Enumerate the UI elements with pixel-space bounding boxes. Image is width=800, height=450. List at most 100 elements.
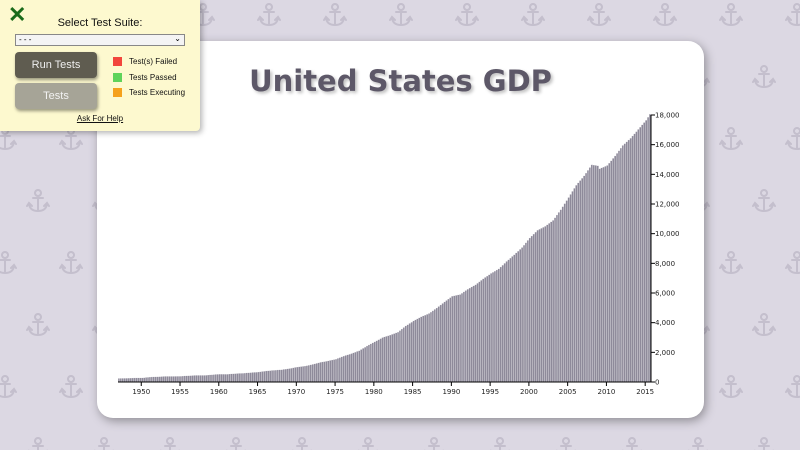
gdp-bar[interactable]: [600, 167, 603, 383]
gdp-bar[interactable]: [354, 351, 357, 383]
gdp-bar[interactable]: [226, 374, 229, 383]
gdp-bar[interactable]: [418, 317, 421, 383]
gdp-bar[interactable]: [641, 124, 644, 383]
gdp-bar[interactable]: [232, 373, 235, 383]
gdp-bar[interactable]: [121, 378, 124, 383]
gdp-bar[interactable]: [447, 298, 450, 383]
gdp-bar[interactable]: [207, 374, 210, 383]
gdp-bar[interactable]: [398, 330, 402, 383]
gdp-bar[interactable]: [133, 377, 136, 383]
gdp-bar[interactable]: [495, 269, 499, 383]
gdp-bar[interactable]: [191, 375, 194, 383]
gdp-bar[interactable]: [586, 170, 590, 383]
gdp-bar[interactable]: [123, 378, 126, 383]
gdp-bar[interactable]: [482, 278, 485, 383]
gdp-bar[interactable]: [573, 188, 576, 383]
gdp-bar[interactable]: [577, 182, 580, 383]
gdp-bar[interactable]: [214, 374, 217, 383]
gdp-bar[interactable]: [433, 309, 436, 383]
gdp-bar[interactable]: [546, 224, 549, 383]
gdp-bar[interactable]: [416, 318, 419, 383]
gdp-bar[interactable]: [472, 285, 475, 383]
gdp-bar[interactable]: [251, 372, 254, 383]
gdp-bar[interactable]: [278, 369, 281, 383]
gdp-bar[interactable]: [393, 333, 396, 383]
gdp-bar[interactable]: [528, 237, 531, 383]
gdp-bar[interactable]: [292, 367, 295, 383]
gdp-bar[interactable]: [614, 155, 617, 383]
gdp-bar[interactable]: [160, 376, 163, 383]
gdp-bar[interactable]: [488, 274, 491, 383]
gdp-bar[interactable]: [602, 166, 605, 383]
gdp-bar[interactable]: [164, 376, 167, 383]
gdp-bar[interactable]: [145, 377, 148, 383]
gdp-bar[interactable]: [174, 376, 177, 383]
gdp-bar[interactable]: [497, 268, 500, 383]
gdp-bar[interactable]: [141, 377, 144, 383]
gdp-bar[interactable]: [466, 289, 469, 383]
gdp-bar[interactable]: [212, 374, 216, 383]
gdp-bar[interactable]: [381, 337, 384, 383]
gdp-bar[interactable]: [468, 287, 471, 383]
gdp-bar[interactable]: [181, 375, 185, 383]
gdp-bar[interactable]: [540, 228, 543, 383]
gdp-bar[interactable]: [400, 328, 404, 383]
gdp-bar[interactable]: [422, 315, 425, 383]
gdp-bar[interactable]: [269, 370, 272, 383]
gdp-bar[interactable]: [208, 374, 212, 383]
gdp-bar[interactable]: [143, 377, 146, 383]
gdp-bar[interactable]: [464, 290, 467, 383]
test-suite-select[interactable]: - - - ⌄: [15, 34, 185, 46]
gdp-bar[interactable]: [125, 378, 128, 383]
gdp-bar[interactable]: [239, 373, 243, 383]
gdp-bar[interactable]: [441, 303, 444, 383]
gdp-bar[interactable]: [317, 362, 320, 383]
gdp-bar[interactable]: [470, 286, 473, 383]
gdp-bar[interactable]: [615, 153, 619, 383]
gdp-bar[interactable]: [484, 277, 487, 383]
gdp-bar[interactable]: [639, 126, 642, 383]
gdp-bar[interactable]: [371, 342, 374, 383]
gdp-bar[interactable]: [429, 311, 433, 383]
gdp-bar[interactable]: [313, 363, 316, 383]
gdp-bar[interactable]: [569, 194, 572, 383]
gdp-bar[interactable]: [646, 116, 650, 383]
gdp-bar[interactable]: [150, 376, 154, 383]
gdp-bar[interactable]: [575, 185, 578, 383]
gdp-bar[interactable]: [117, 378, 121, 383]
gdp-bar[interactable]: [612, 158, 615, 383]
gdp-bar[interactable]: [460, 293, 464, 383]
gdp-bar[interactable]: [493, 270, 497, 383]
gdp-bar[interactable]: [478, 281, 481, 383]
gdp-bar[interactable]: [583, 175, 586, 383]
gdp-bar[interactable]: [490, 273, 493, 383]
gdp-bar[interactable]: [177, 376, 181, 383]
gdp-bar[interactable]: [420, 316, 423, 383]
gdp-bar[interactable]: [257, 371, 260, 383]
gdp-bar[interactable]: [334, 358, 338, 383]
gdp-bar[interactable]: [426, 314, 429, 383]
gdp-bar[interactable]: [367, 344, 371, 383]
gdp-bar[interactable]: [195, 375, 198, 383]
gdp-bar[interactable]: [617, 150, 621, 383]
gdp-bar[interactable]: [402, 327, 405, 383]
gdp-bar[interactable]: [486, 275, 489, 383]
gdp-bar[interactable]: [255, 372, 258, 383]
gdp-bar[interactable]: [563, 203, 566, 383]
gdp-bar[interactable]: [303, 365, 307, 383]
gdp-bar[interactable]: [218, 373, 221, 383]
gdp-bar[interactable]: [146, 377, 150, 383]
gdp-bar[interactable]: [220, 373, 223, 383]
gdp-bar[interactable]: [406, 324, 409, 383]
gdp-bar[interactable]: [458, 294, 462, 383]
gdp-bar[interactable]: [643, 122, 646, 383]
gdp-bar[interactable]: [410, 322, 413, 383]
ask-for-help-link[interactable]: Ask For Help: [76, 114, 124, 123]
gdp-bar[interactable]: [193, 375, 196, 383]
gdp-bar[interactable]: [176, 376, 179, 383]
gdp-bar[interactable]: [187, 375, 190, 383]
close-x-icon[interactable]: ✕: [8, 2, 27, 27]
gdp-bar[interactable]: [305, 365, 309, 383]
gdp-bar[interactable]: [621, 145, 624, 383]
gdp-bar[interactable]: [243, 372, 247, 383]
